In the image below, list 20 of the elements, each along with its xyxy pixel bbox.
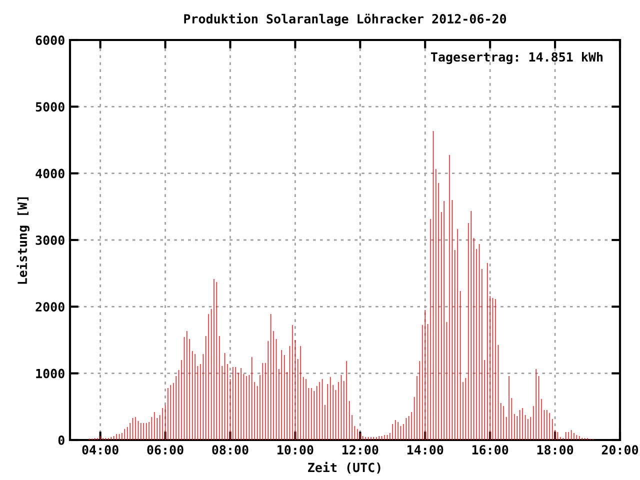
x-tick-label: 20:00 [602, 445, 638, 455]
y-tick-label: 2000 [36, 302, 64, 312]
y-tick-label: 6000 [36, 35, 64, 45]
annotation: Tagesertrag: 14.851 kWh [430, 52, 603, 64]
x-tick-label: 04:00 [82, 445, 118, 455]
x-tick-label: 10:00 [278, 445, 314, 455]
x-tick-label: 14:00 [407, 445, 444, 455]
y-tick-label: 4000 [36, 168, 64, 178]
y-tick-label: 3000 [36, 235, 64, 245]
y-axis-title: Leistung [W] [16, 197, 30, 284]
x-tick-label: 12:00 [342, 445, 378, 455]
x-tick-label: 16:00 [472, 445, 508, 455]
y-tick-label: 5000 [36, 102, 64, 112]
chart-title: Produktion Solaranlage Löhracker 2012-06-20 [184, 13, 506, 26]
y-tick-label: 0 [58, 435, 64, 445]
x-tick-label: 08:00 [212, 445, 248, 455]
y-tick-label: 1000 [36, 368, 64, 378]
x-tick-label: 06:00 [147, 445, 184, 455]
x-tick-label: 18:00 [537, 445, 574, 455]
x-axis-title: Zeit (UTC) [308, 462, 380, 474]
